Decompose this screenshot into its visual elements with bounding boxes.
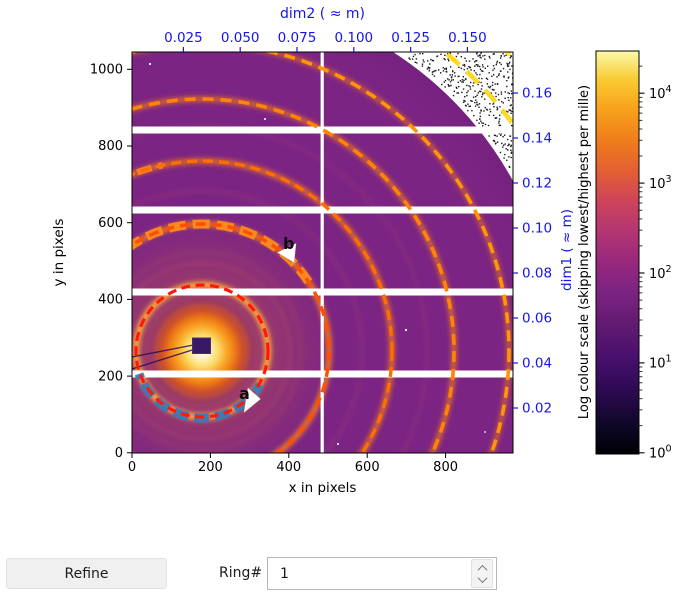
colorbar-major-ticks bbox=[639, 92, 645, 454]
right-axis-ticks bbox=[513, 92, 518, 409]
ring-overlay-1[interactable] bbox=[134, 283, 270, 419]
cbar-tick-exp: 3 bbox=[666, 174, 672, 185]
masked-corner bbox=[393, 52, 513, 181]
right-tick-label: 0.12 bbox=[522, 176, 552, 192]
marker-a-triangle[interactable] bbox=[243, 387, 261, 414]
ring-number-label: Ring# bbox=[219, 565, 263, 581]
cbar-tick-base: 10 bbox=[649, 447, 666, 462]
marker-b-label: b bbox=[283, 234, 294, 253]
x-axis-tick-labels: 0 200 400 600 800 bbox=[128, 460, 458, 475]
y-tick-label: 600 bbox=[98, 216, 123, 231]
x-tick-label: 600 bbox=[355, 460, 380, 475]
cbar-tick-base: 10 bbox=[649, 177, 666, 192]
top-tick-label: 0.150 bbox=[448, 30, 487, 46]
module-gaps bbox=[132, 52, 513, 453]
svg-text:103: 103 bbox=[649, 174, 672, 192]
right-tick-label: 0.08 bbox=[522, 266, 552, 282]
right-tick-label: 0.10 bbox=[522, 221, 552, 237]
marker-b-triangle[interactable] bbox=[276, 243, 297, 263]
beamstop-arm-shadow bbox=[132, 343, 197, 358]
y-axis-tick-labels: 1000 800 600 400 200 0 bbox=[90, 63, 123, 462]
y-axis-label: y in pixels bbox=[51, 219, 67, 287]
svg-text:100: 100 bbox=[649, 444, 672, 462]
figure-canvas: a b 0 200 400 600 800 x in pixels 1000 8… bbox=[0, 0, 672, 540]
colorbar bbox=[595, 50, 640, 455]
marker-a-label: a bbox=[239, 384, 250, 403]
colorbar-tick-labels: 104 103 102 101 100 bbox=[649, 84, 672, 462]
cbar-tick-base: 10 bbox=[649, 87, 666, 102]
ring-overlay-3[interactable] bbox=[12, 159, 394, 540]
colorbar-minor-ticks bbox=[639, 65, 643, 427]
top-tick-label: 0.125 bbox=[391, 30, 430, 46]
x-tick-label: 0 bbox=[128, 460, 136, 475]
hot-pixels bbox=[148, 62, 486, 445]
ring-overlays bbox=[0, 44, 513, 540]
cbar-tick-base: 10 bbox=[649, 357, 666, 372]
right-tick-label: 0.02 bbox=[522, 401, 552, 417]
y-tick-label: 200 bbox=[98, 369, 123, 384]
right-tick-label: 0.06 bbox=[522, 311, 552, 327]
top-axis-ticks bbox=[182, 47, 468, 52]
ring-number-spinbox bbox=[267, 557, 497, 590]
top-axis-label: dim2 ( ≈ m) bbox=[280, 6, 365, 22]
y-axis-ticks bbox=[127, 68, 132, 454]
svg-text:101: 101 bbox=[649, 354, 672, 372]
x-tick-label: 200 bbox=[198, 460, 223, 475]
x-tick-label: 400 bbox=[276, 460, 301, 475]
top-axis-tick-labels: 0.025 0.050 0.075 0.100 0.125 0.150 bbox=[164, 30, 487, 46]
spin-down-icon[interactable] bbox=[477, 572, 487, 583]
refine-button[interactable]: Refine bbox=[6, 558, 167, 589]
ring-overlay-4[interactable] bbox=[0, 97, 456, 540]
right-tick-label: 0.04 bbox=[522, 356, 552, 372]
top-tick-label: 0.100 bbox=[334, 30, 373, 46]
plot-border bbox=[131, 51, 514, 454]
cbar-tick-exp: 0 bbox=[666, 444, 672, 455]
top-tick-label: 0.075 bbox=[278, 30, 317, 46]
colorbar-label: Log colour scale (skipping lowest/highes… bbox=[577, 85, 592, 419]
cbar-tick-base: 10 bbox=[649, 267, 666, 282]
y-tick-label: 1000 bbox=[90, 63, 123, 78]
top-tick-label: 0.025 bbox=[164, 30, 203, 46]
x-tick-label: 800 bbox=[433, 460, 458, 475]
beamstop-arm-shadow bbox=[132, 347, 198, 370]
mask-speckle-noise bbox=[408, 52, 513, 168]
ring-overlay-2[interactable] bbox=[75, 222, 331, 478]
x-axis-label: x in pixels bbox=[289, 480, 357, 496]
y-tick-label: 0 bbox=[115, 446, 123, 461]
cbar-tick-exp: 2 bbox=[666, 264, 672, 275]
x-axis-ticks bbox=[131, 453, 447, 458]
control-bar: Refine Ring# bbox=[0, 540, 683, 596]
beamstop-mask-rect bbox=[192, 337, 211, 354]
right-tick-label: 0.16 bbox=[522, 86, 552, 102]
refine-button-label: Refine bbox=[64, 565, 109, 582]
y-tick-label: 400 bbox=[98, 293, 123, 308]
y-tick-label: 800 bbox=[98, 139, 123, 154]
detector-image[interactable]: a b bbox=[0, 0, 632, 540]
ring-overlay-5[interactable] bbox=[0, 44, 511, 540]
spinbox-arrows bbox=[471, 559, 493, 588]
cbar-tick-exp: 1 bbox=[666, 354, 672, 365]
right-axis-tick-labels: 0.16 0.14 0.12 0.10 0.08 0.06 0.04 0.02 bbox=[522, 86, 552, 417]
cbar-tick-exp: 4 bbox=[666, 84, 672, 95]
right-axis-label: dim1 ( ≈ m) bbox=[559, 209, 575, 291]
ring-number-input[interactable] bbox=[268, 565, 471, 582]
control-points-ring-b[interactable] bbox=[77, 219, 313, 329]
top-tick-label: 0.050 bbox=[221, 30, 260, 46]
svg-text:104: 104 bbox=[649, 84, 672, 102]
svg-text:102: 102 bbox=[649, 264, 672, 282]
right-tick-label: 0.14 bbox=[522, 131, 552, 147]
